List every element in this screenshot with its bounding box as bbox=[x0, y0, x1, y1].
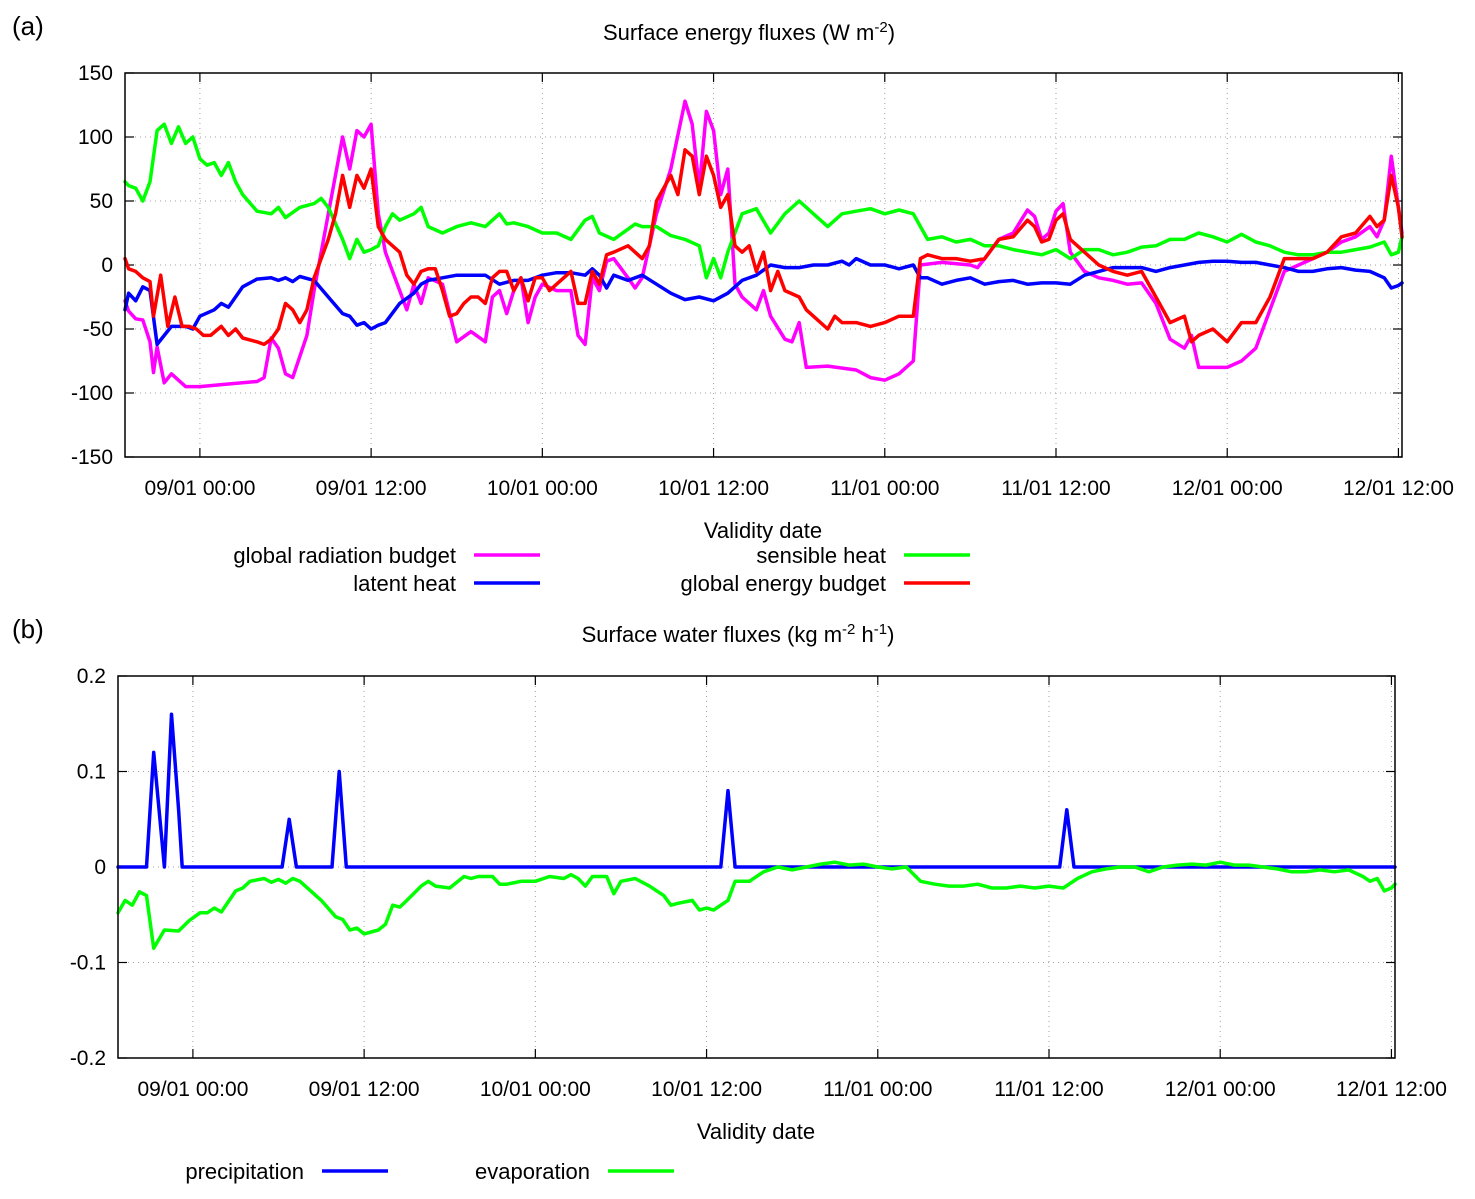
series-line-latent-heat bbox=[123, 256, 1404, 347]
water-chart-x-tick-label: 11/01 00:00 bbox=[823, 1078, 932, 1101]
energy-flux-chart: (a) Surface energy fluxes (W m-2) -150-1… bbox=[12, 11, 1454, 596]
energy-chart-x-tick-label: 09/01 00:00 bbox=[144, 477, 255, 500]
energy-chart-y-axis: -150 -100 -50 0 50 100 150 bbox=[71, 62, 1402, 469]
legend-label-precipitation: precipitation bbox=[185, 1159, 304, 1184]
water-chart-plot-frame bbox=[117, 675, 1396, 1059]
water-chart-x-tick-label: 10/01 12:00 bbox=[651, 1078, 762, 1101]
legend-label-sensible-heat: sensible heat bbox=[756, 543, 886, 568]
water-chart-x-tick-label: 09/01 12:00 bbox=[309, 1078, 420, 1101]
water-chart-legend: precipitation evaporation bbox=[185, 1159, 674, 1184]
water-chart-series bbox=[116, 712, 1397, 950]
water-chart-title: Surface water fluxes (kg m-2 h-1) bbox=[582, 621, 895, 647]
water-chart-x-axis: 09/01 00:00 09/01 12:00 10/01 00:00 10/01 1… bbox=[137, 676, 1447, 1101]
energy-chart-x-tick-label: 10/01 00:00 bbox=[487, 477, 598, 500]
energy-chart-x-axis-label: Validity date bbox=[704, 518, 822, 543]
energy-chart-x-tick-label: 12/01 12:00 bbox=[1343, 477, 1454, 500]
energy-chart-y-tick-label: -100 bbox=[71, 382, 113, 405]
energy-chart-y-tick-label: -50 bbox=[83, 318, 113, 341]
water-chart-x-tick-label: 12/01 00:00 bbox=[1165, 1078, 1276, 1101]
energy-chart-y-tick-label: -150 bbox=[71, 446, 113, 469]
series-line-global-radiation-budget bbox=[123, 99, 1404, 389]
water-chart-y-tick-label: 0.1 bbox=[77, 761, 106, 784]
water-flux-chart: (b) Surface water fluxes (kg m-2 h-1) -0… bbox=[12, 614, 1447, 1184]
water-chart-y-tick-label: 0.2 bbox=[77, 665, 106, 688]
water-chart-x-tick-label: 12/01 12:00 bbox=[1336, 1078, 1447, 1101]
energy-chart-series bbox=[123, 99, 1404, 389]
energy-chart-y-tick-label: 0 bbox=[101, 254, 113, 277]
series-line-precipitation bbox=[116, 712, 1397, 869]
water-chart-x-tick-label: 10/01 00:00 bbox=[480, 1078, 591, 1101]
water-chart-x-tick-label: 09/01 00:00 bbox=[137, 1078, 248, 1101]
series-line-evaporation bbox=[116, 860, 1397, 950]
water-chart-x-axis-label: Validity date bbox=[697, 1119, 815, 1144]
water-chart-y-tick-label: -0.2 bbox=[70, 1047, 106, 1070]
energy-chart-y-tick-label: 150 bbox=[78, 62, 113, 85]
series-line-sensible-heat bbox=[123, 122, 1404, 280]
legend-label-global-radiation-budget: global radiation budget bbox=[233, 543, 456, 568]
panel-label-b: (b) bbox=[12, 614, 44, 644]
legend-label-latent-heat: latent heat bbox=[353, 571, 456, 596]
water-chart-x-tick-label: 11/01 12:00 bbox=[994, 1078, 1103, 1101]
energy-chart-x-tick-label: 11/01 00:00 bbox=[830, 477, 939, 500]
water-chart-y-tick-label: 0 bbox=[94, 856, 106, 879]
energy-chart-x-axis: 09/01 00:00 09/01 12:00 10/01 00:00 10/01 1… bbox=[144, 73, 1454, 500]
water-chart-y-tick-label: -0.1 bbox=[70, 952, 106, 975]
series-line-global-energy-budget bbox=[123, 148, 1404, 347]
energy-chart-x-tick-label: 09/01 12:00 bbox=[316, 477, 427, 500]
energy-chart-legend: global radiation budget sensible heat la… bbox=[233, 543, 970, 596]
energy-chart-x-tick-label: 11/01 12:00 bbox=[1001, 477, 1110, 500]
energy-chart-plot-frame bbox=[124, 72, 1403, 458]
legend-label-evaporation: evaporation bbox=[475, 1159, 590, 1184]
energy-chart-x-tick-label: 12/01 00:00 bbox=[1172, 477, 1283, 500]
energy-chart-y-tick-label: 50 bbox=[90, 190, 113, 213]
energy-chart-x-tick-label: 10/01 12:00 bbox=[658, 477, 769, 500]
energy-chart-y-tick-label: 100 bbox=[78, 126, 113, 149]
energy-chart-grid bbox=[125, 73, 1402, 457]
legend-label-global-energy-budget: global energy budget bbox=[681, 571, 887, 596]
panel-label-a: (a) bbox=[12, 11, 44, 41]
energy-chart-title: Surface energy fluxes (W m-2) bbox=[603, 19, 895, 45]
